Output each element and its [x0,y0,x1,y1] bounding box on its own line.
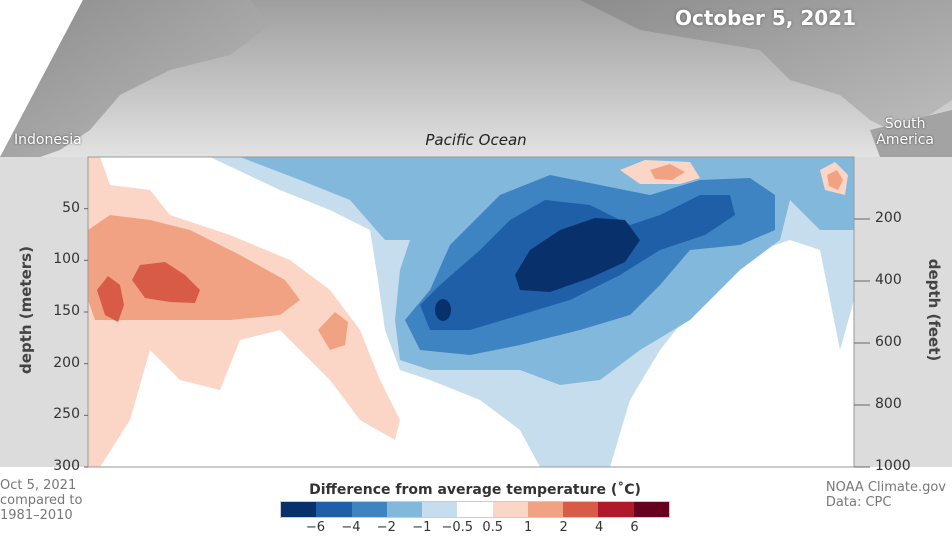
legend-title: Difference from average temperature (˚C) [309,482,641,498]
y-tick-label-left: 100 [53,251,80,268]
footer-compared: compared to [0,493,83,508]
footer-credit: NOAA Climate.gov [825,480,946,495]
y-tick-label-right: 800 [875,396,902,412]
legend-swatch [316,502,352,517]
cold-cell-east [435,299,451,321]
warm-contour-1 [88,215,300,320]
warm-patch-far-east-inner [827,170,843,190]
region-label-right-line2: America [876,132,934,148]
legend-tick-label: −0.5 [441,520,474,535]
legend-tick-label: 2 [559,520,568,535]
legend-tick-labels: −6 −4 −2 −1 −0.5 0.5 1 2 4 6 [280,520,670,536]
anomaly-field [88,157,854,467]
region-label-left: Indonesia [14,132,82,148]
y-tick-label-left: 50 [62,199,80,216]
y-tick-label-right: 1000 [875,458,911,474]
tick-marks [84,208,870,468]
footer-data-source: Data: CPC [825,495,892,510]
y-tick-label-left: 250 [53,406,80,423]
ocean-label: Pacific Ocean [425,131,527,149]
legend-tick-label: 4 [594,520,604,535]
cold-contour-minus-6 [515,218,640,292]
y-tick-label-left: 300 [53,458,80,474]
legend-tick-label: −2 [376,520,396,535]
north-america-landmass [580,0,952,135]
warm-contour-1-east [318,312,348,350]
legend-swatch [351,502,387,517]
legend-tick-label: 0.5 [482,520,504,535]
left-panel [0,157,88,467]
legend-tick-label: 1 [524,520,533,535]
region-label-right: South America [876,116,934,148]
legend-swatch [527,502,564,517]
legend-swatch [598,502,634,517]
region-label-right-line1: South [884,116,926,132]
legend-swatch [633,502,669,517]
footer-right: NOAA Climate.gov Data: CPC [826,480,946,510]
legend-tick-label: −1 [412,520,432,535]
legend-tick-label: −6 [305,520,326,535]
footer-left: Oct 5, 2021 compared to 1981–2010 [0,478,82,523]
asia-landmass [0,0,270,157]
south-america-landmass [870,110,952,157]
y-tick-label-right: 600 [875,334,902,350]
legend-swatch [563,502,599,517]
y-axis-title-right: depth (feet) [925,258,943,362]
chart-date: October 5, 2021 [674,6,856,30]
y-tick-label-right: 400 [875,272,902,288]
legend-swatch [422,502,458,517]
warm-patch-surface-east-inner [650,164,685,180]
footer-date: Oct 5, 2021 [0,478,77,493]
y-tick-label-left: 200 [53,354,80,371]
legend-tick-label: 6 [630,520,639,535]
y-tick-label-right: 200 [875,210,902,226]
legend-swatch [386,502,423,517]
legend-swatch [281,502,317,517]
footer-baseline: 1981–2010 [0,508,73,523]
warm-contour-2 [132,262,200,303]
legend-swatch [457,502,493,517]
legend-tick-label: −4 [341,520,361,535]
y-tick-label-left: 150 [53,303,80,319]
legend-swatch [492,502,528,517]
right-panel [854,157,952,467]
legend-color-bar [280,501,670,518]
warm-contour-2-west [97,276,124,322]
